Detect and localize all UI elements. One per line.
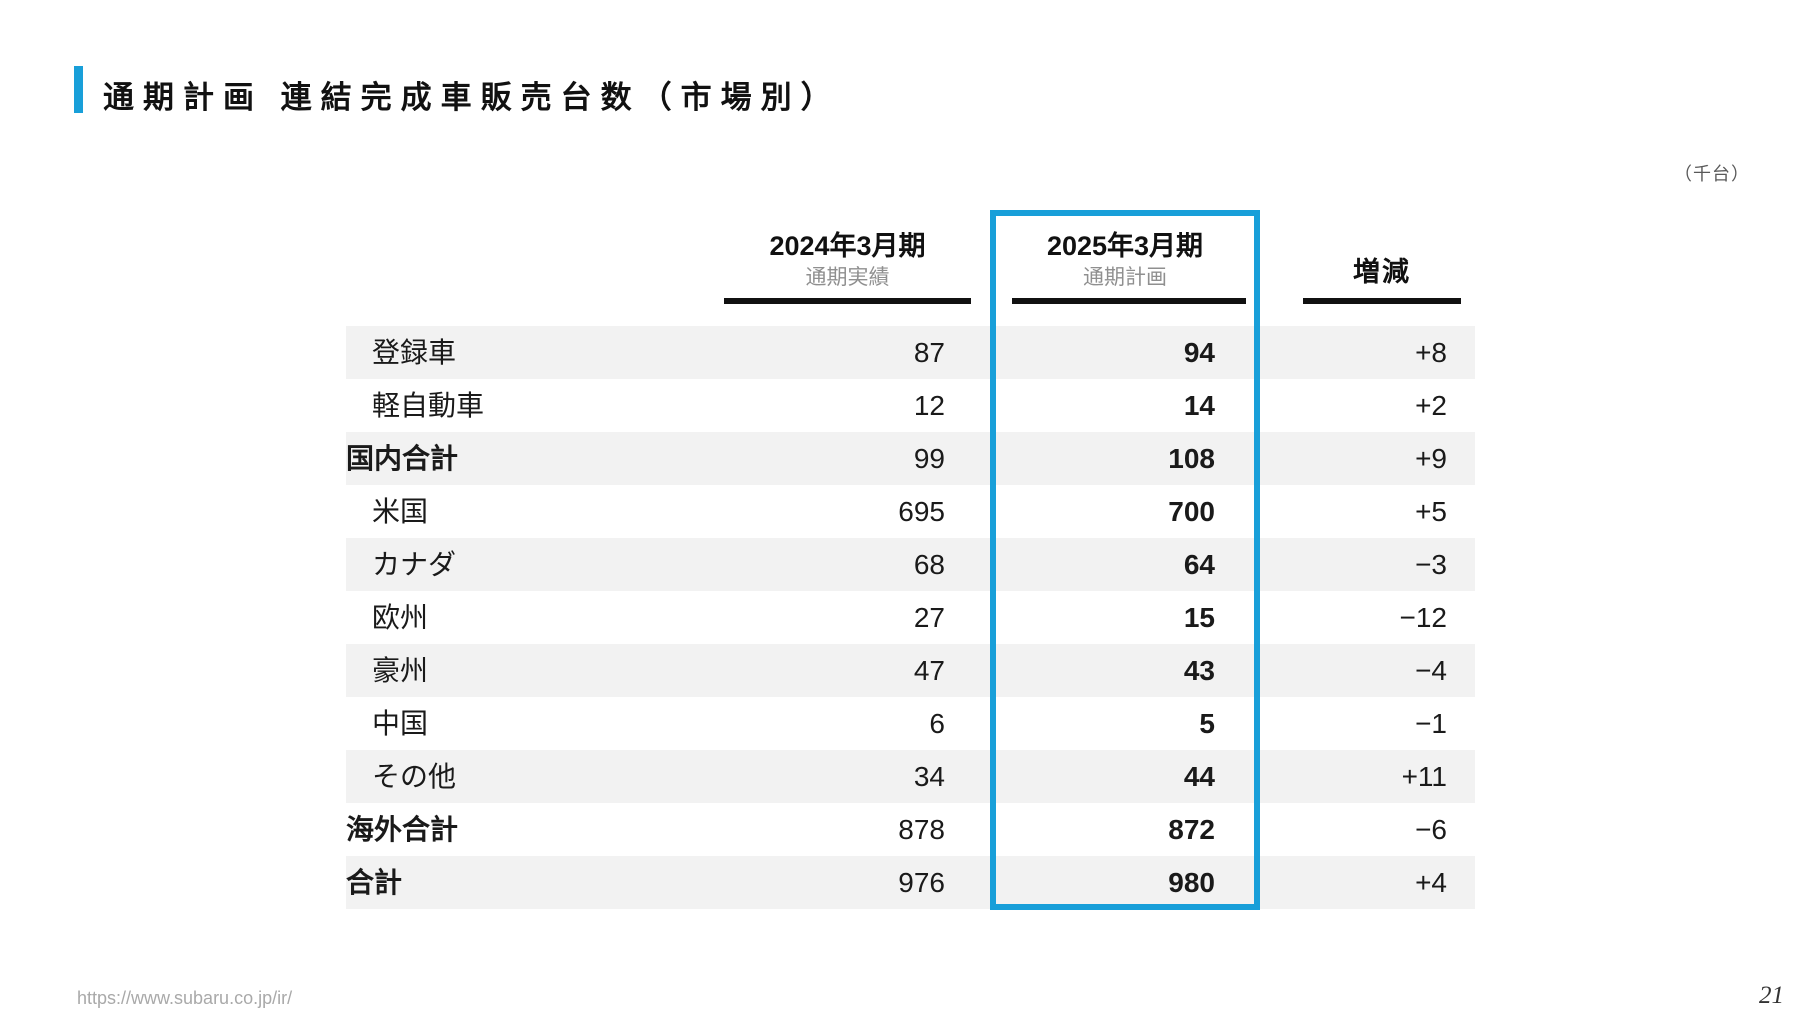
table-row-overseas-total: 海外合計 878 872 −6 xyxy=(346,803,1475,856)
row-label: カナダ xyxy=(372,549,457,580)
column-header-change-label: 増減 xyxy=(1353,257,1411,287)
change-value: −3 xyxy=(1415,549,1447,580)
table-row-europe: 欧州 27 15 −12 xyxy=(346,591,1475,644)
table-row-registered-cars: 登録車 87 94 +8 xyxy=(346,326,1475,379)
row-label: 国内合計 xyxy=(346,443,459,474)
fy2025-value: 64 xyxy=(1183,549,1215,580)
fy2024-value: 27 xyxy=(913,602,945,633)
row-label: その他 xyxy=(372,761,457,792)
change-value: +8 xyxy=(1415,337,1447,368)
table-row-others: その他 34 44 +11 xyxy=(346,750,1475,803)
fy2024-value: 47 xyxy=(913,655,945,686)
column-header-fy2024-label: 2024年3月期 xyxy=(769,231,926,261)
column-header-fy2024-sublabel: 通期実績 xyxy=(805,266,890,289)
row-label: 合計 xyxy=(346,867,403,898)
title-accent-bar xyxy=(74,66,83,113)
fy2024-value: 695 xyxy=(898,496,945,527)
fy2024-value: 976 xyxy=(898,867,945,898)
header-underline-change xyxy=(1303,298,1461,304)
row-label: 海外合計 xyxy=(346,814,459,845)
fy2024-value: 878 xyxy=(898,814,945,845)
fy2024-value: 87 xyxy=(913,337,945,368)
table-row-grand-total: 合計 976 980 +4 xyxy=(346,856,1475,909)
row-label: 中国 xyxy=(372,708,429,739)
change-value: +11 xyxy=(1401,761,1447,792)
change-value: +2 xyxy=(1415,390,1447,421)
column-header-fy2025-label: 2025年3月期 xyxy=(1046,231,1204,261)
header-underline-fy2024 xyxy=(724,298,971,304)
row-label: 米国 xyxy=(372,496,429,527)
fy2025-value: 15 xyxy=(1183,602,1215,633)
table-row-minicars: 軽自動車 12 14 +2 xyxy=(346,379,1475,432)
fy2025-value: 44 xyxy=(1183,761,1215,792)
page-title: 通期計画 連結完成車販売台数（市場別） xyxy=(103,80,841,115)
row-label: 豪州 xyxy=(372,655,429,686)
unit-label: （千台） xyxy=(1674,164,1750,184)
row-label: 欧州 xyxy=(372,602,429,633)
change-value: −6 xyxy=(1415,814,1447,845)
sales-table: 登録車 87 94 +8 軽自動車 12 14 +2 国内合計 99 108 +… xyxy=(346,326,1475,909)
page-number: 21 xyxy=(1759,982,1784,1009)
fy2025-value: 700 xyxy=(1168,496,1215,527)
fy2025-value: 872 xyxy=(1168,814,1215,845)
column-header-fy2025: 2025年3月期 通期計画 xyxy=(990,230,1260,292)
column-header-change: 増減 xyxy=(1303,256,1461,289)
fy2024-value: 34 xyxy=(913,761,945,792)
fy2025-value: 5 xyxy=(1199,708,1215,739)
change-value: +5 xyxy=(1415,496,1447,527)
table-row-usa: 米国 695 700 +5 xyxy=(346,485,1475,538)
fy2025-value: 94 xyxy=(1183,337,1215,368)
table-row-australia: 豪州 47 43 −4 xyxy=(346,644,1475,697)
fy2024-value: 99 xyxy=(913,443,945,474)
header-underline-fy2025 xyxy=(1012,298,1246,304)
change-value: −12 xyxy=(1399,602,1448,633)
fy2025-value: 14 xyxy=(1183,390,1215,421)
change-value: +4 xyxy=(1415,867,1447,898)
table-row-canada: カナダ 68 64 −3 xyxy=(346,538,1475,591)
fy2024-value: 68 xyxy=(913,549,945,580)
change-value: −4 xyxy=(1415,655,1447,686)
column-header-fy2025-sublabel: 通期計画 xyxy=(1083,266,1167,289)
fy2025-value: 980 xyxy=(1168,867,1215,898)
row-label: 軽自動車 xyxy=(372,390,485,421)
change-value: +9 xyxy=(1415,443,1447,474)
fy2025-value: 108 xyxy=(1168,443,1215,474)
column-header-fy2024: 2024年3月期 通期実績 xyxy=(724,230,971,292)
table-row-domestic-total: 国内合計 99 108 +9 xyxy=(346,432,1475,485)
row-label: 登録車 xyxy=(372,337,457,368)
fy2025-value: 43 xyxy=(1183,655,1215,686)
footer-url: https://www.subaru.co.jp/ir/ xyxy=(77,988,293,1008)
table-row-china: 中国 6 5 −1 xyxy=(346,697,1475,750)
change-value: −1 xyxy=(1415,708,1447,739)
fy2024-value: 12 xyxy=(913,390,945,421)
fy2024-value: 6 xyxy=(929,708,945,739)
